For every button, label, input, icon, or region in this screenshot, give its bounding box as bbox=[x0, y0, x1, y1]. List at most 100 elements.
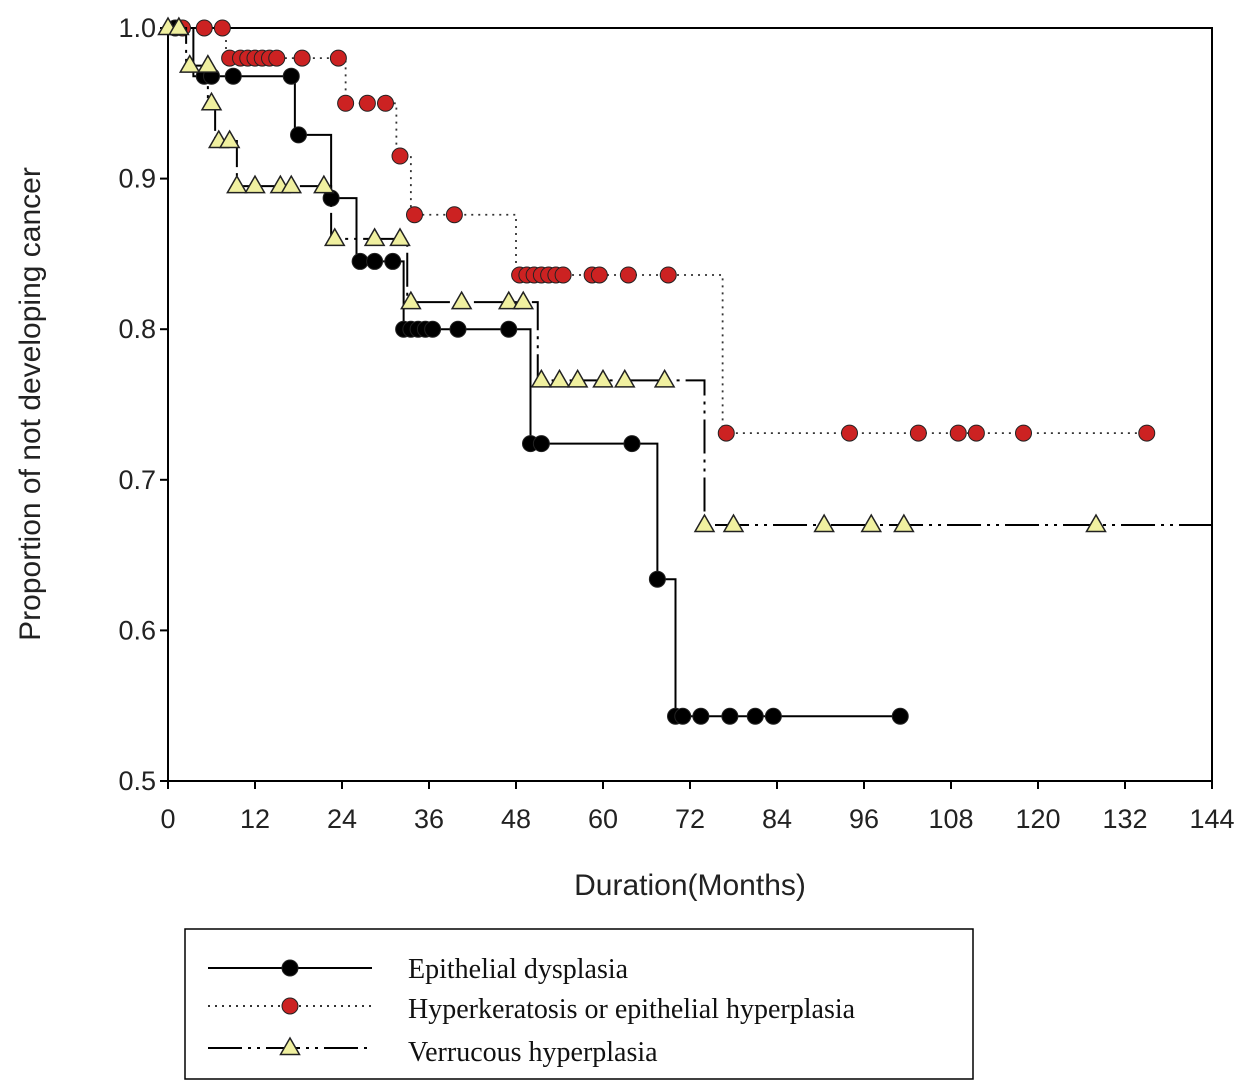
censor-marker-epithelial-dysplasia bbox=[282, 67, 300, 85]
censor-marker-epithelial-dysplasia bbox=[764, 707, 782, 725]
censor-marker-epithelial-dysplasia bbox=[692, 707, 710, 725]
legend: Epithelial dysplasia Hyperkeratosis or e… bbox=[184, 928, 974, 1080]
censor-marker-hyperkeratosis bbox=[590, 266, 608, 284]
censor-marker-epithelial-dysplasia bbox=[532, 435, 550, 453]
censor-marker-epithelial-dysplasia bbox=[674, 707, 692, 725]
legend-box bbox=[184, 928, 974, 1080]
censor-marker-hyperkeratosis bbox=[337, 94, 355, 112]
x-tick-label: 132 bbox=[1102, 804, 1147, 834]
legend-marker-epithelial-dysplasia bbox=[281, 959, 299, 977]
censor-marker-verrucous-hyperplasia bbox=[280, 174, 303, 194]
censor-marker-hyperkeratosis bbox=[1015, 424, 1032, 442]
legend-marker-verrucous-hyperplasia bbox=[279, 1036, 301, 1056]
series-line-hyperkeratosis bbox=[168, 27, 1147, 435]
censor-marker-verrucous-hyperplasia bbox=[722, 513, 745, 533]
censor-marker-epithelial-dysplasia bbox=[290, 126, 307, 144]
censor-marker-epithelial-dysplasia bbox=[384, 252, 402, 270]
censor-marker-verrucous-hyperplasia bbox=[178, 54, 201, 73]
censor-marker-verrucous-hyperplasia bbox=[813, 513, 835, 533]
censor-marker-verrucous-hyperplasia bbox=[566, 368, 589, 388]
censor-marker-hyperkeratosis bbox=[717, 424, 735, 442]
y-tick-label: 0.6 bbox=[118, 615, 156, 645]
x-tick-label: 60 bbox=[588, 804, 618, 834]
censor-marker-epithelial-dysplasia bbox=[449, 320, 467, 338]
censor-marker-verrucous-hyperplasia bbox=[497, 290, 520, 310]
series-verrucous-hyperplasia bbox=[157, 16, 1212, 533]
censor-marker-epithelial-dysplasia bbox=[623, 435, 641, 453]
censor-marker-hyperkeratosis bbox=[391, 147, 409, 165]
censor-marker-epithelial-dysplasia bbox=[891, 707, 909, 725]
censor-marker-verrucous-hyperplasia bbox=[218, 129, 241, 149]
censor-marker-verrucous-hyperplasia bbox=[1085, 513, 1107, 533]
legend-label-verrucous-hyperplasia: Verrucous hyperplasia bbox=[408, 1037, 658, 1068]
y-tick-label: 0.7 bbox=[118, 465, 156, 495]
censor-marker-verrucous-hyperplasia bbox=[197, 54, 219, 73]
series-hyperkeratosis bbox=[168, 19, 1156, 442]
y-axis: 0.5 0.6 0.7 0.8 0.9 1.0 bbox=[118, 13, 168, 796]
censor-marker-hyperkeratosis bbox=[377, 94, 394, 112]
x-axis: 0 12 24 36 48 60 72 84 96 108 120 132 144 bbox=[160, 781, 1235, 834]
censor-marker-epithelial-dysplasia bbox=[648, 570, 666, 588]
censor-marker-verrucous-hyperplasia bbox=[860, 513, 883, 533]
censor-marker-verrucous-hyperplasia bbox=[653, 368, 676, 388]
x-tick-label: 48 bbox=[501, 804, 531, 834]
censor-marker-hyperkeratosis bbox=[268, 49, 286, 67]
x-tick-label: 144 bbox=[1189, 804, 1234, 834]
censor-marker-hyperkeratosis bbox=[949, 424, 967, 442]
x-tick-label: 120 bbox=[1015, 804, 1060, 834]
x-tick-label: 24 bbox=[327, 804, 357, 834]
x-tick-label: 108 bbox=[928, 804, 973, 834]
censor-marker-epithelial-dysplasia bbox=[424, 320, 442, 338]
censor-marker-verrucous-hyperplasia bbox=[226, 174, 248, 194]
censor-marker-verrucous-hyperplasia bbox=[400, 290, 422, 310]
y-tick-label: 1.0 bbox=[118, 13, 156, 43]
censor-marker-hyperkeratosis bbox=[213, 19, 231, 37]
censor-marker-hyperkeratosis bbox=[659, 266, 677, 284]
censor-marker-hyperkeratosis bbox=[554, 266, 572, 284]
censor-marker-epithelial-dysplasia bbox=[500, 320, 518, 338]
x-tick-label: 96 bbox=[849, 804, 879, 834]
legend-label-epithelial-dysplasia: Epithelial dysplasia bbox=[408, 954, 629, 985]
censor-marker-verrucous-hyperplasia bbox=[363, 227, 386, 247]
x-tick-label: 72 bbox=[675, 804, 705, 834]
censor-marker-hyperkeratosis bbox=[445, 206, 463, 224]
x-tick-label: 84 bbox=[762, 804, 792, 834]
censor-marker-verrucous-hyperplasia bbox=[530, 368, 553, 388]
censor-marker-verrucous-hyperplasia bbox=[313, 174, 335, 194]
censor-marker-hyperkeratosis bbox=[195, 19, 213, 37]
x-tick-label: 36 bbox=[414, 804, 444, 834]
legend-label-hyperkeratosis: Hyperkeratosis or epithelial hyperplasia bbox=[408, 994, 856, 1025]
y-axis-title: Proportion of not developing cancer bbox=[14, 167, 47, 641]
censor-marker-verrucous-hyperplasia bbox=[893, 513, 915, 533]
censor-marker-verrucous-hyperplasia bbox=[450, 290, 473, 310]
x-tick-label: 12 bbox=[240, 804, 270, 834]
censor-marker-verrucous-hyperplasia bbox=[693, 513, 716, 533]
censor-marker-epithelial-dysplasia bbox=[224, 67, 242, 85]
censor-marker-epithelial-dysplasia bbox=[746, 707, 764, 725]
series-epithelial-dysplasia bbox=[166, 19, 909, 725]
censor-marker-hyperkeratosis bbox=[967, 424, 985, 442]
censor-marker-epithelial-dysplasia bbox=[721, 707, 739, 725]
censor-marker-verrucous-hyperplasia bbox=[168, 16, 190, 36]
censor-marker-verrucous-hyperplasia bbox=[613, 368, 636, 388]
censor-marker-hyperkeratosis bbox=[358, 94, 376, 112]
series-layer bbox=[157, 16, 1212, 725]
censor-marker-epithelial-dysplasia bbox=[351, 252, 369, 270]
censor-marker-hyperkeratosis bbox=[329, 49, 347, 67]
series-line-verrucous-hyperplasia bbox=[168, 27, 1212, 526]
censor-marker-verrucous-hyperplasia bbox=[548, 368, 571, 388]
censor-marker-hyperkeratosis bbox=[1138, 424, 1156, 442]
censor-marker-verrucous-hyperplasia bbox=[244, 174, 266, 194]
y-tick-label: 0.8 bbox=[118, 314, 156, 344]
censor-marker-verrucous-hyperplasia bbox=[592, 368, 614, 388]
censor-marker-hyperkeratosis bbox=[293, 49, 311, 67]
censor-marker-verrucous-hyperplasia bbox=[389, 227, 411, 247]
censor-marker-verrucous-hyperplasia bbox=[512, 290, 535, 310]
series-line-epithelial-dysplasia bbox=[168, 27, 901, 718]
censor-marker-verrucous-hyperplasia bbox=[200, 91, 223, 111]
censor-marker-hyperkeratosis bbox=[909, 424, 927, 442]
y-tick-label: 0.5 bbox=[118, 766, 156, 796]
x-tick-label: 0 bbox=[160, 804, 175, 834]
censor-marker-epithelial-dysplasia bbox=[366, 252, 384, 270]
